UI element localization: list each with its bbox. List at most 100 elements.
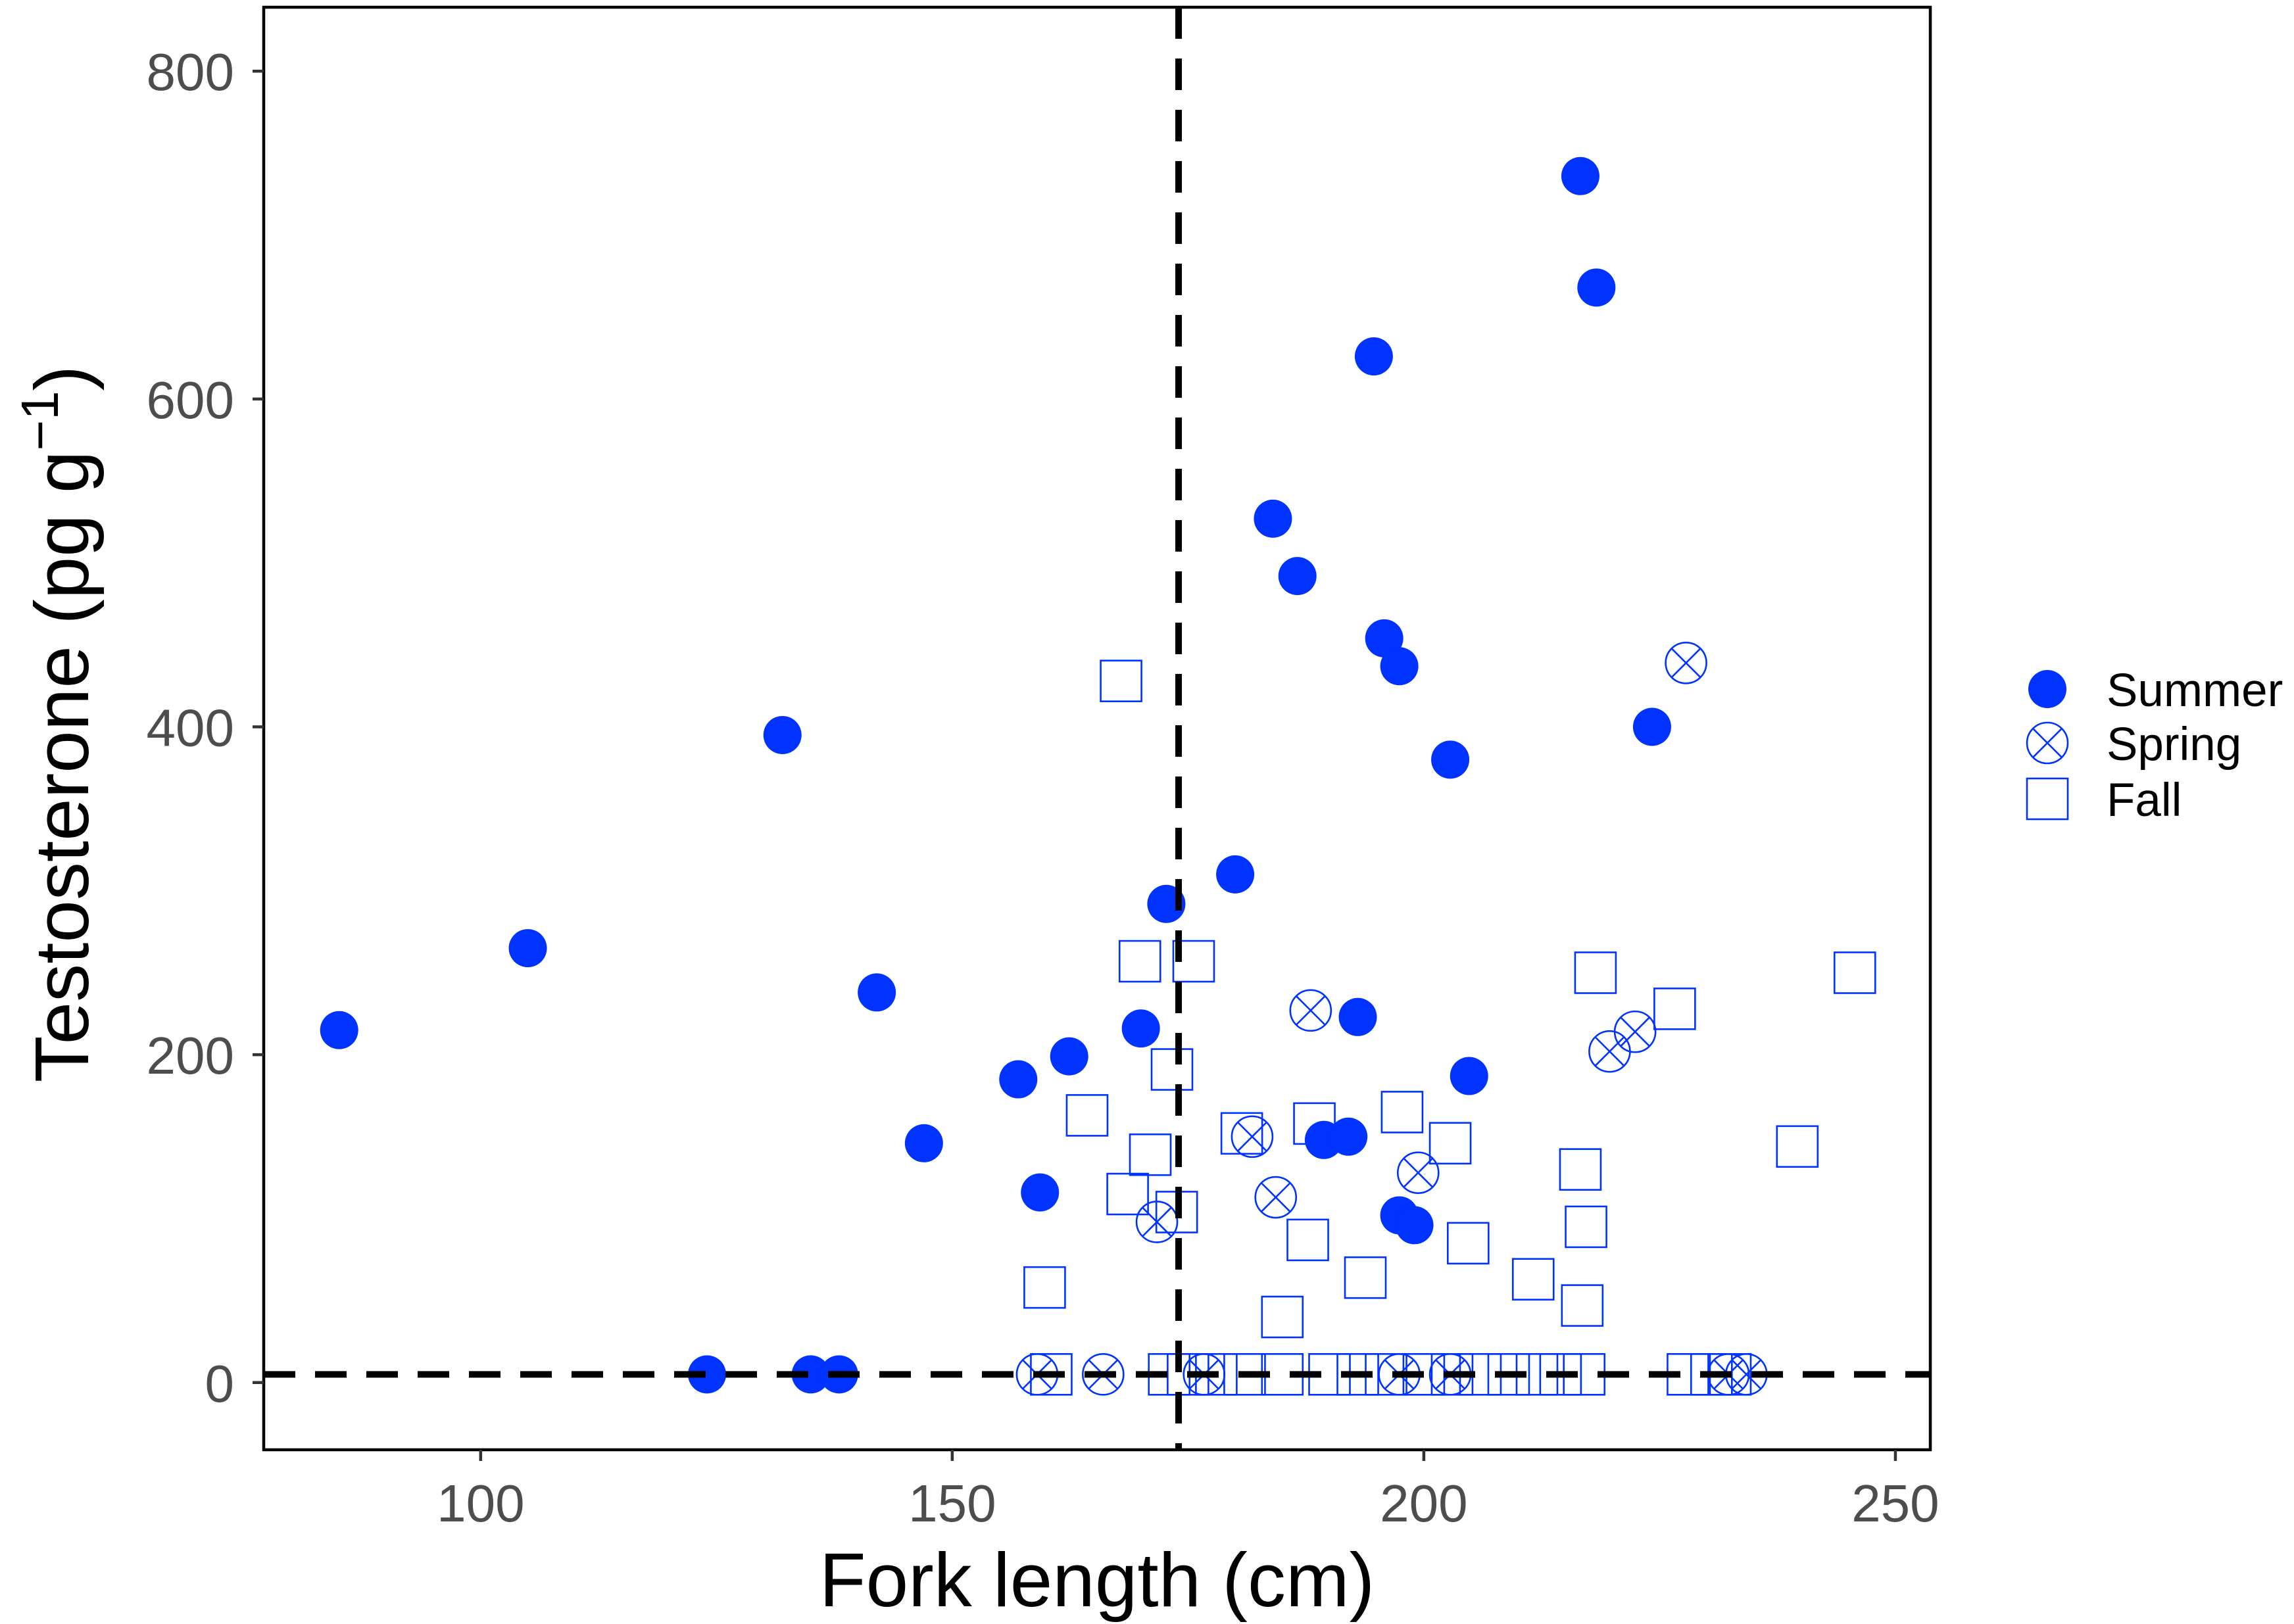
summer-point [1380,647,1419,686]
fall-point [1065,1094,1109,1137]
spring-point [1665,641,1707,684]
y-tick-label: 800 [147,43,234,101]
y-axis-title: Testosterone (pg g−1) [11,366,105,1083]
fall-point [1023,1266,1066,1309]
panel-border [262,5,1932,1452]
fall-point [1344,1256,1387,1299]
spring-point [1613,1010,1657,1053]
spring-point-ring [1665,641,1707,684]
legend-label-spring: Spring [2107,719,2241,771]
summer-point [1050,1037,1088,1076]
fall-point [1100,659,1142,702]
spring-point-cross-stroke [1295,995,1326,1026]
summer-point [1121,1009,1160,1048]
fall-point [1559,1148,1602,1191]
y-tick-label: 0 [205,1354,235,1413]
spring-point-ring [1397,1151,1440,1194]
summer-point [999,1060,1038,1099]
spring-point-cross-stroke [1594,1036,1625,1066]
summer-point [1338,997,1377,1036]
fall-point [1539,1353,1582,1396]
spring-point-ring [1613,1010,1657,1053]
x-tick-label: 100 [437,1474,524,1533]
summer-point [320,1011,358,1049]
summer-point [508,929,547,968]
fall-point [1150,1048,1194,1091]
spring-point [1289,989,1332,1032]
y-axis-title-superscript: −1 [11,391,69,450]
points-layer [320,156,1876,1396]
fall-point [1261,1295,1304,1339]
spring-point [1254,1176,1298,1219]
y-axis-title-closing: ) [19,366,105,391]
x-tick-label: 250 [1851,1474,1939,1533]
summer-point [1561,156,1599,195]
spring-point [1588,1030,1631,1073]
summer-point [1254,499,1292,538]
x-axis-title: Fork length (cm) [819,1537,1375,1623]
fall-point [1447,1222,1490,1265]
fall-point [1172,940,1215,983]
fall-point [1833,951,1876,994]
summer-point [763,715,802,754]
summer-point [1329,1117,1368,1156]
legend-keys [2026,670,2069,821]
fall-point [1380,1091,1424,1134]
summer-point [1395,1206,1434,1245]
summer-point [1354,337,1393,376]
y-tick-label: 400 [147,699,234,757]
spring-point-cross-stroke [1237,1121,1267,1152]
spring-point-cross-stroke [1142,1206,1172,1237]
y-axis-title-text: Testosterone (pg g [19,451,105,1083]
summer-point [1365,619,1403,657]
spring-point-cross-stroke [1671,648,1701,679]
y-tick-label: 600 [147,371,234,429]
summer-point [1021,1173,1060,1212]
reference-lines-layer [264,7,1930,1450]
spring-point-cross-stroke [1731,1359,1762,1390]
summer-point [1577,268,1616,307]
fall-point [1286,1218,1329,1262]
summer-point [688,1355,727,1394]
spring-point-ring [1082,1353,1125,1396]
fall-point [1511,1258,1555,1301]
legend-label-fall: Fall [2107,775,2182,826]
fall-point [1106,1172,1149,1216]
y-tick-label: 200 [147,1026,234,1085]
legend: Summer Spring Fall [2026,665,2283,826]
legend-key-spring-cross-stroke [2032,728,2062,758]
legend-key-fall [2026,777,2069,821]
legend-label-summer: Summer [2107,665,2283,717]
fall-point [1776,1125,1819,1168]
spring-point-cross-stroke [1403,1157,1434,1188]
fall-point [1118,940,1161,983]
fall-point [1487,1353,1530,1396]
x-tick-label: 200 [1380,1474,1467,1533]
fall-point [1561,1284,1604,1327]
summer-point [1278,557,1317,596]
axis-tick-labels-layer: 100 150 200 250 0 200 400 600 800 [147,43,1940,1533]
legend-key-spring [2026,721,2069,765]
fall-point [1030,1353,1073,1396]
summer-point [858,973,896,1012]
fall-point [1428,1122,1472,1165]
summer-point [1632,707,1671,746]
spring-point [1231,1115,1274,1158]
spring-point [1397,1151,1440,1194]
fall-point [1574,951,1617,994]
summer-point [791,1355,830,1394]
spring-point-cross-stroke [1620,1016,1650,1047]
axis-ticks-layer [253,69,1897,1461]
fall-point [1653,988,1696,1030]
legend-key-spring-ring [2026,721,2069,765]
legend-key-summer [2028,670,2066,708]
spring-point-ring [1183,1353,1226,1396]
summer-point [1216,855,1255,894]
fall-point [1565,1205,1607,1249]
summer-point [904,1124,943,1162]
summer-point [1431,740,1470,779]
spring-point-ring [1289,989,1332,1032]
spring-point [1135,1201,1179,1243]
